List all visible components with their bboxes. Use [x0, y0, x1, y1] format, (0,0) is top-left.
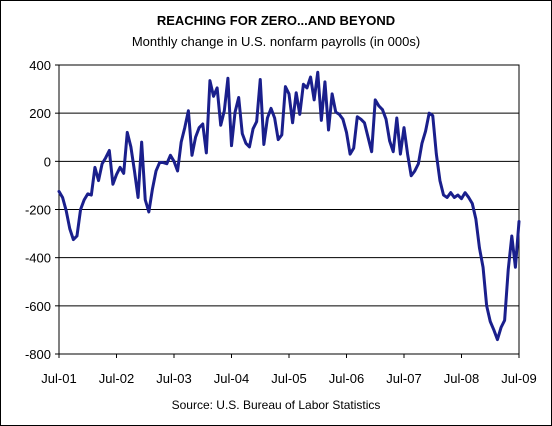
chart-subtitle: Monthly change in U.S. nonfarm payrolls … — [131, 34, 421, 49]
y-axis-ticks: 400 200 0 -200 -400 -600 -800 — [25, 58, 59, 362]
x-tick-label: Jul-09 — [501, 371, 536, 386]
y-tick-label: 0 — [44, 154, 51, 169]
x-tick-label: Jul-05 — [271, 371, 306, 386]
gridlines — [59, 112, 519, 307]
y-tick-label: 200 — [29, 106, 51, 121]
source-note: Source: U.S. Bureau of Labor Statistics — [171, 398, 381, 412]
x-tick-label: Jul-07 — [386, 371, 421, 386]
x-tick-label: Jul-08 — [444, 371, 479, 386]
y-tick-label: -600 — [25, 299, 51, 314]
y-tick-label: -200 — [25, 203, 51, 218]
x-tick-label: Jul-02 — [99, 371, 134, 386]
x-tick-label: Jul-04 — [214, 371, 249, 386]
x-axis-ticks: Jul-01 Jul-02 Jul-03 Jul-04 Jul-05 Jul-06 Jul-… — [41, 354, 537, 386]
x-tick-label: Jul-06 — [329, 371, 364, 386]
y-tick-label: 400 — [29, 58, 51, 73]
x-tick-label: Jul-01 — [41, 371, 76, 386]
chart-title: REACHING FOR ZERO...AND BEYOND — [156, 13, 396, 28]
series-layer — [57, 70, 521, 342]
x-tick-label: Jul-03 — [156, 371, 191, 386]
y-tick-label: -800 — [25, 347, 51, 362]
series-line — [57, 70, 521, 342]
y-tick-label: -400 — [25, 251, 51, 266]
